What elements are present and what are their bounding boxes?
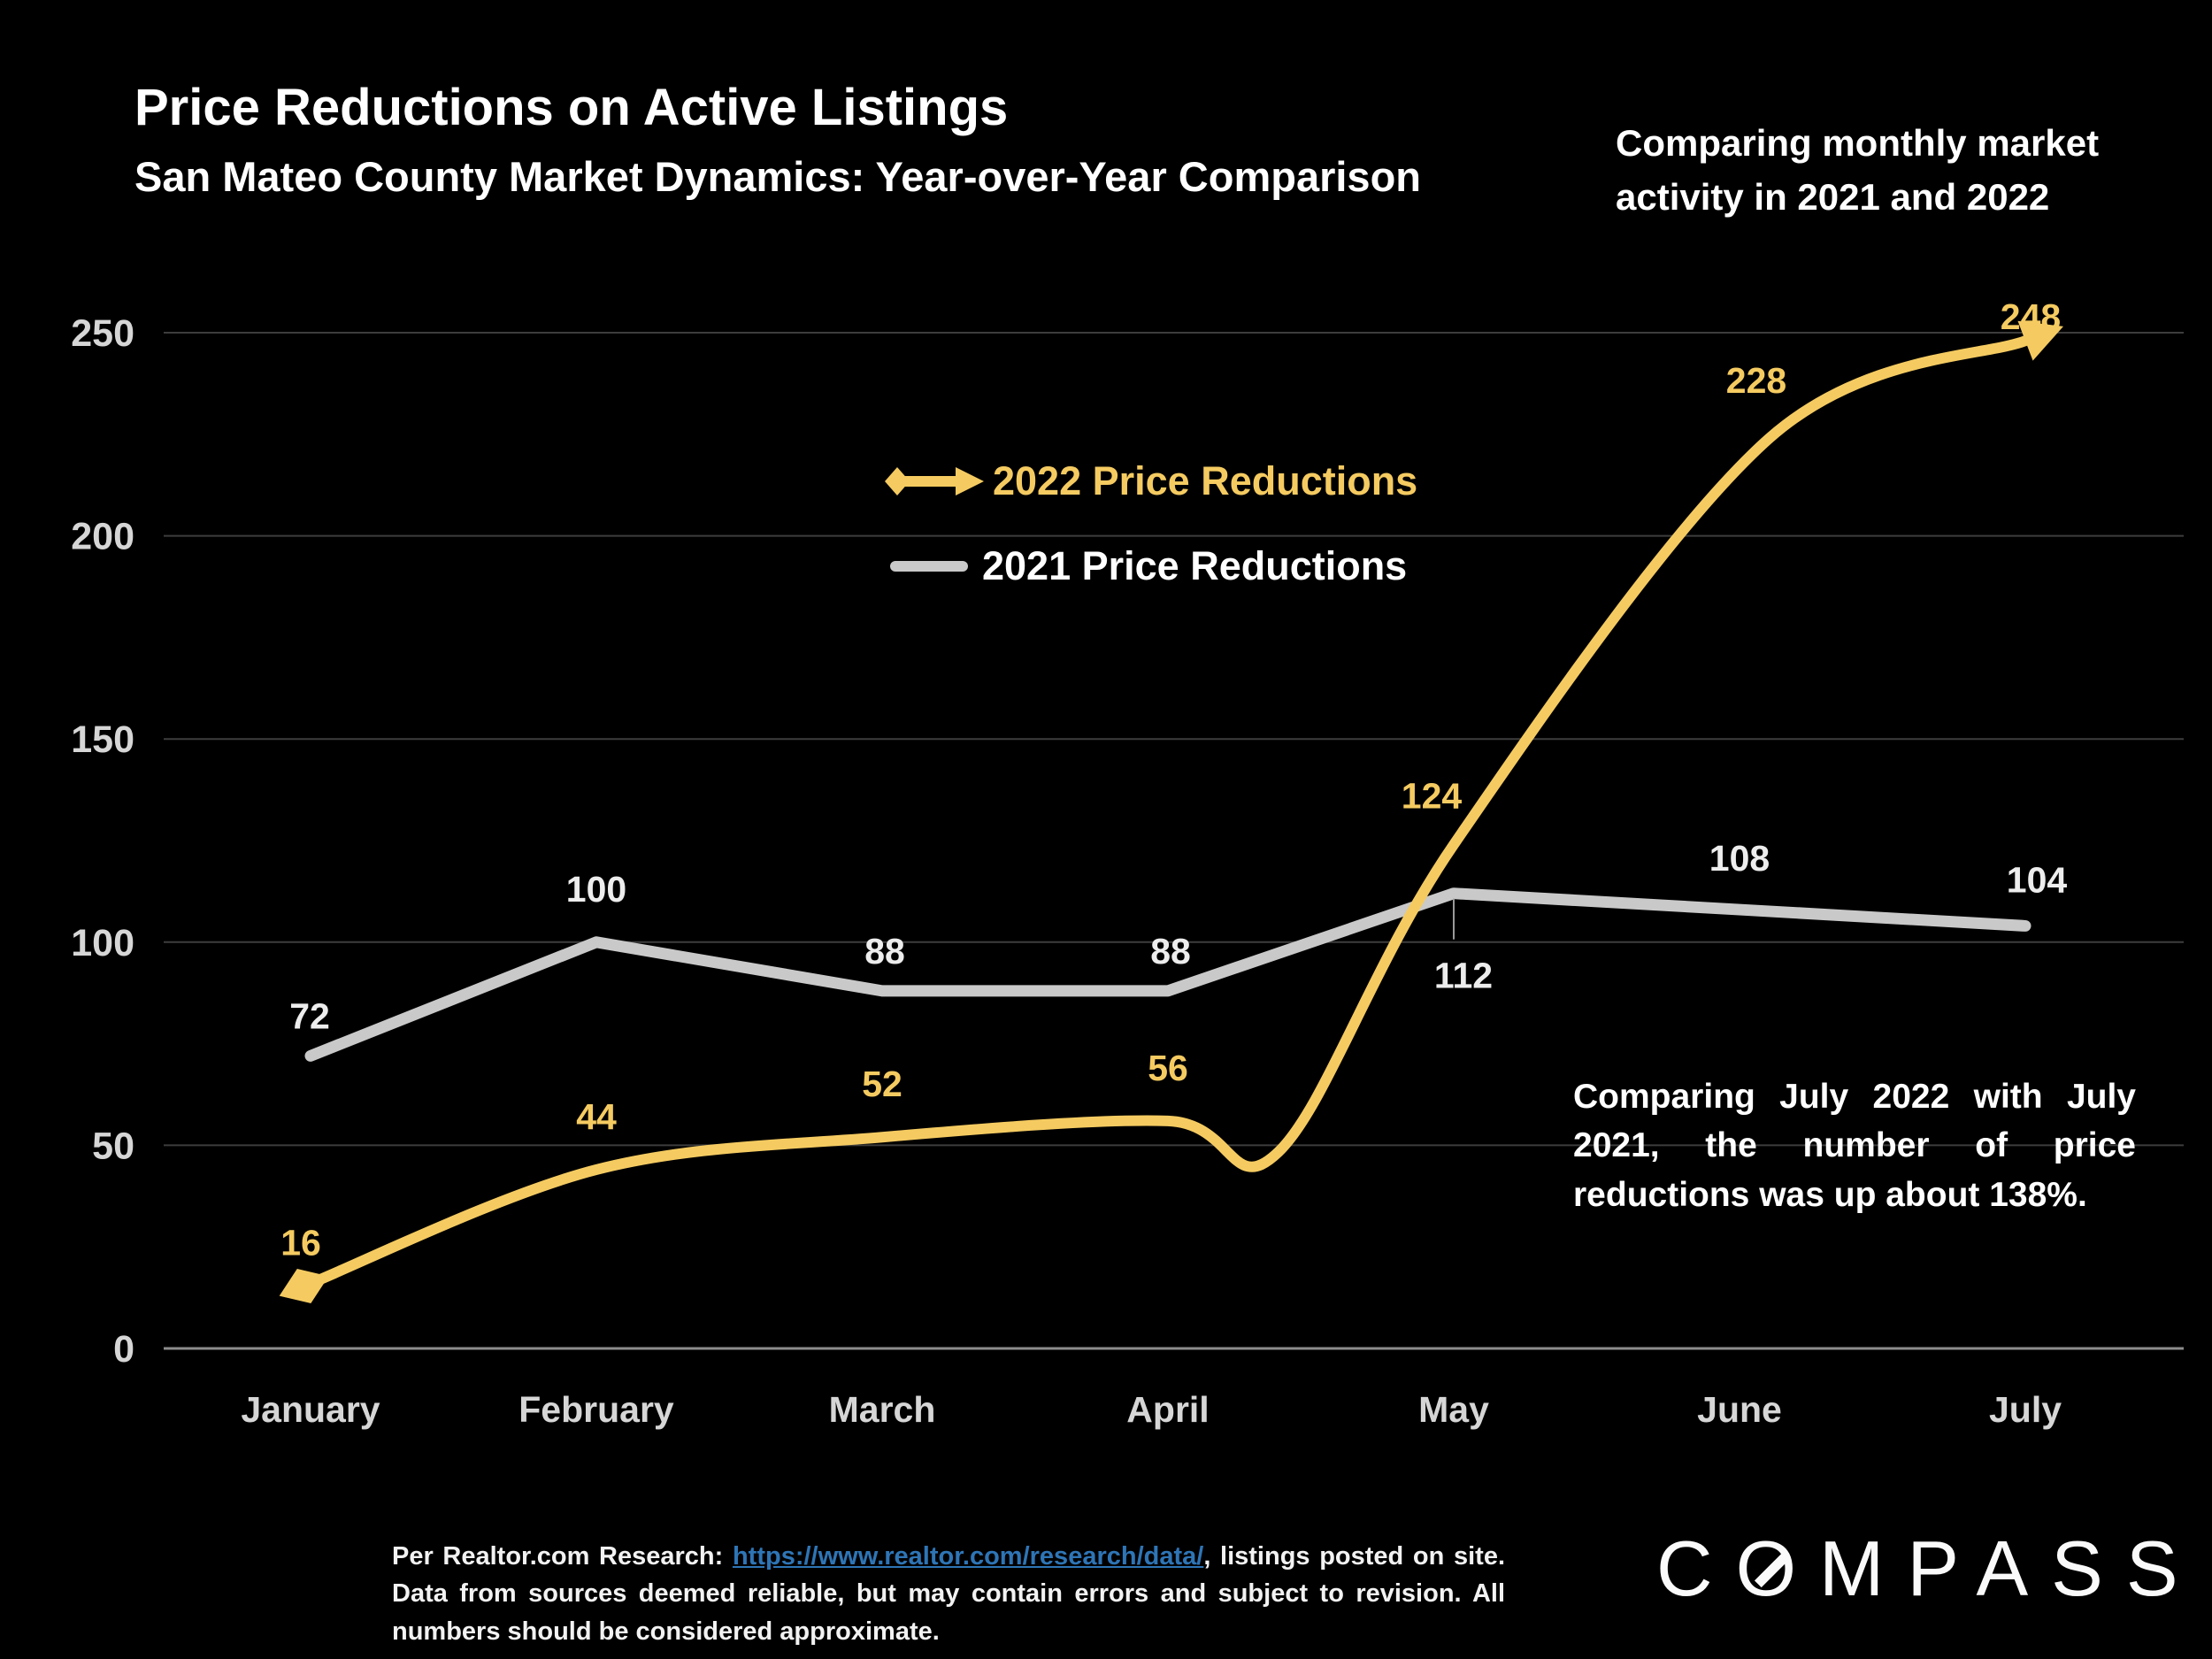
page-subtitle: San Mateo County Market Dynamics: Year-o…	[134, 153, 1421, 200]
svg-text:June: June	[1697, 1389, 1782, 1430]
svg-text:56: 56	[1148, 1048, 1188, 1088]
series-line-2021	[304, 887, 2032, 1062]
logo-letters: MPASS	[1819, 1525, 2201, 1612]
svg-text:50: 50	[92, 1125, 134, 1167]
series-line-2022	[305, 335, 2031, 1289]
svg-text:88: 88	[1150, 931, 1191, 972]
realtor-research-link[interactable]: https://www.realtor.com/research/data/	[732, 1542, 1204, 1571]
data-labels-2022: 16 44 52 56 124 228 248	[280, 296, 2061, 1263]
page-title: Price Reductions on Active Listings	[134, 79, 1009, 136]
legend-item-2022: 2022 Price Reductions	[885, 458, 1417, 504]
svg-text:52: 52	[862, 1064, 902, 1104]
legend-label-2022: 2022 Price Reductions	[993, 458, 1418, 503]
footnote-text-post: , listings posted on site. Data from sou…	[392, 1542, 1505, 1646]
top-right-note: Comparing monthly market activity in 202…	[1616, 122, 2100, 218]
diamond-start-marker	[279, 1268, 329, 1303]
y-axis-labels: 0 50 100 150 200 250	[71, 312, 134, 1371]
svg-text:44: 44	[576, 1096, 617, 1137]
source-footnote: Per Realtor.com Research: https://www.re…	[392, 1538, 1505, 1650]
gridlines	[164, 332, 2184, 1350]
svg-text:February: February	[518, 1389, 674, 1430]
line-icon	[890, 561, 968, 572]
svg-text:108: 108	[1709, 838, 1770, 879]
svg-text:May: May	[1418, 1389, 1489, 1430]
svg-text:July: July	[1989, 1389, 2062, 1430]
svg-text:April: April	[1126, 1389, 1209, 1430]
svg-text:88: 88	[864, 931, 905, 972]
svg-text:16: 16	[280, 1223, 321, 1263]
svg-text:100: 100	[71, 922, 134, 964]
svg-text:228: 228	[1726, 360, 1786, 401]
svg-text:124: 124	[1402, 776, 1463, 817]
svg-text:248: 248	[2001, 296, 2061, 337]
svg-text:104: 104	[2007, 859, 2068, 900]
svg-text:150: 150	[71, 718, 134, 761]
svg-text:0: 0	[113, 1328, 134, 1371]
compass-logo: C O MPASS	[1656, 1524, 2201, 1614]
svg-text:72: 72	[289, 995, 330, 1036]
logo-letter-c: C	[1656, 1525, 1736, 1612]
svg-text:250: 250	[71, 312, 134, 355]
svg-text:100: 100	[566, 869, 626, 910]
compass-needle-o-icon: O	[1735, 1525, 1820, 1612]
legend-item-2021: 2021 Price Reductions	[888, 543, 1407, 589]
arrow-line-icon	[885, 467, 984, 495]
svg-text:200: 200	[71, 516, 134, 558]
svg-text:March: March	[829, 1389, 936, 1430]
svg-text:January: January	[241, 1389, 380, 1430]
legend-label-2021: 2021 Price Reductions	[982, 543, 1408, 588]
comparison-callout: Comparing July 2022 with July 2021, the …	[1573, 1078, 2136, 1214]
arrow-end-marker	[2017, 320, 2063, 361]
footnote-text-pre: Per Realtor.com Research:	[392, 1542, 733, 1571]
data-labels-2021: 72 100 88 88 112 108 104	[289, 838, 2067, 1036]
svg-text:112: 112	[1434, 956, 1493, 996]
x-axis-labels: January February March April May June July	[241, 1389, 2062, 1430]
